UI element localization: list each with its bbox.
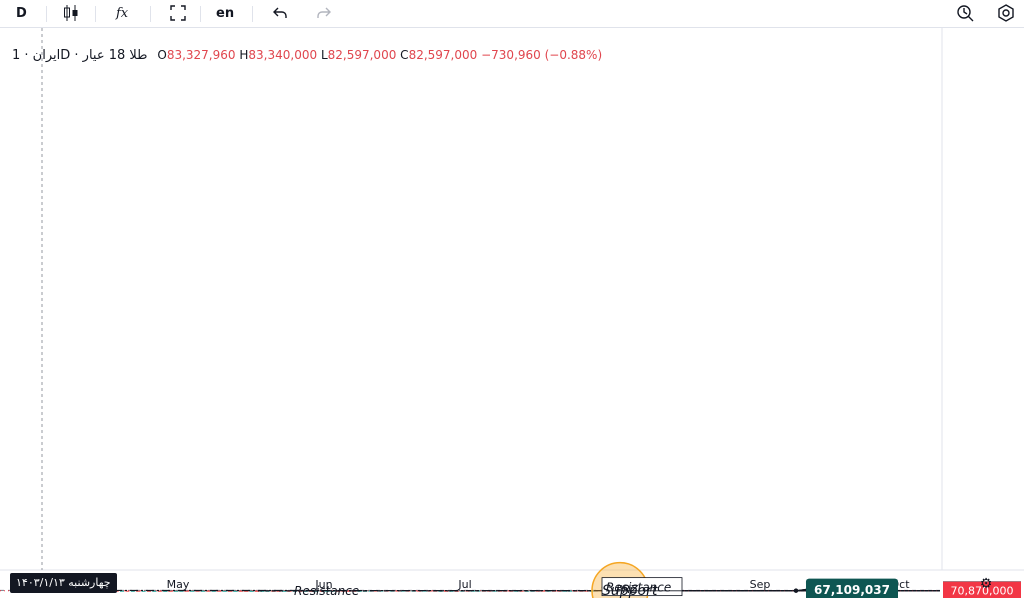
bear-candle [228, 590, 232, 592]
time-tick-label: Jul [457, 578, 471, 591]
candle-type-icon[interactable] [62, 3, 82, 25]
bull-candle [130, 590, 135, 592]
bull-candle [449, 590, 454, 592]
bull-candle [325, 590, 330, 592]
toolbar-divider [95, 6, 96, 22]
bear-candle [238, 590, 243, 592]
bear-candle [125, 590, 130, 592]
bear-candle [147, 590, 151, 592]
level-anchor-dot [794, 588, 798, 593]
bull-candle [282, 590, 286, 592]
alert-icon[interactable] [955, 3, 975, 25]
fullscreen-icon[interactable] [168, 3, 188, 25]
toolbar-divider [150, 6, 151, 22]
bull-candle [163, 590, 168, 592]
bear-candle [584, 590, 589, 592]
bull-candle [249, 590, 254, 592]
support-label: Support [602, 583, 658, 598]
bear-candle [206, 590, 211, 592]
settings-icon[interactable] [996, 3, 1016, 25]
last-price-label: 70,870,000 [951, 585, 1014, 598]
toolbar-divider [200, 6, 201, 22]
bear-candle [346, 590, 351, 592]
top-toolbar: D fx en [0, 0, 1024, 28]
open-value: 83,327,960 [166, 48, 236, 62]
bull-candle [260, 590, 265, 592]
toolbar-divider [46, 6, 47, 22]
bear-candle [444, 590, 448, 592]
bull-candle [120, 590, 124, 592]
high-value: 83,340,000 [248, 48, 318, 62]
chart-settings-icon[interactable]: ⚙ [979, 576, 993, 592]
bear-candle [168, 590, 173, 592]
bull-candle [330, 590, 335, 592]
level-label-text: 67,109,037 [814, 583, 890, 597]
bear-candle [255, 590, 259, 592]
price-chart[interactable]: 86,000,00082,000,00080,000,00076,000,000… [0, 28, 1024, 598]
indicators-icon[interactable]: fx [116, 6, 129, 21]
bear-candle [136, 590, 141, 592]
low-value: 82,597,000 [327, 48, 397, 62]
close-value: 82,597,000 [408, 48, 478, 62]
bull-candle [190, 590, 195, 592]
bull-candle [201, 590, 205, 592]
bear-candle [157, 590, 162, 592]
change-value: −730,960 (−0.88%) [481, 48, 603, 62]
toolbar-divider [252, 6, 253, 22]
date-badge: چهارشنبه ۱۴۰۳/۱/۱۳ [10, 573, 117, 593]
level-label-box [806, 578, 898, 598]
bear-candle [352, 590, 357, 592]
language-button[interactable]: en [216, 6, 235, 21]
prz-label: PRZ [616, 583, 638, 596]
bear-candle [195, 590, 200, 592]
last-price-label-box [943, 581, 1021, 598]
redo-icon[interactable] [314, 3, 334, 25]
bear-candle [541, 590, 546, 592]
symbol-legend: ایران · 1D · طلا 18 عیار O83,327,960 H83… [12, 48, 603, 63]
undo-icon[interactable] [270, 3, 290, 25]
interval-button[interactable]: D [16, 6, 27, 21]
bull-candle [152, 590, 157, 592]
resistance-zone-label: Resistance [294, 584, 359, 598]
bull-candle [568, 590, 573, 592]
bull-candle [174, 590, 178, 592]
bull-candle [222, 590, 227, 592]
time-tick-label: Sep [750, 578, 771, 591]
bull-candle [211, 590, 216, 592]
symbol-name: ایران · 1D · طلا 18 عیار [12, 48, 148, 63]
bull-candle [141, 590, 146, 592]
bull-candle [303, 590, 308, 592]
bear-candle [217, 590, 222, 592]
bull-candle [179, 590, 184, 592]
bear-candle [519, 590, 524, 592]
bear-candle [244, 590, 249, 592]
time-tick-label: May [167, 578, 190, 591]
bear-candle [114, 590, 119, 592]
bear-candle [276, 590, 281, 592]
bull-candle [233, 590, 238, 592]
bull-candle [514, 590, 519, 592]
time-tick-label: Jun [314, 578, 332, 591]
bear-candle [184, 590, 189, 592]
